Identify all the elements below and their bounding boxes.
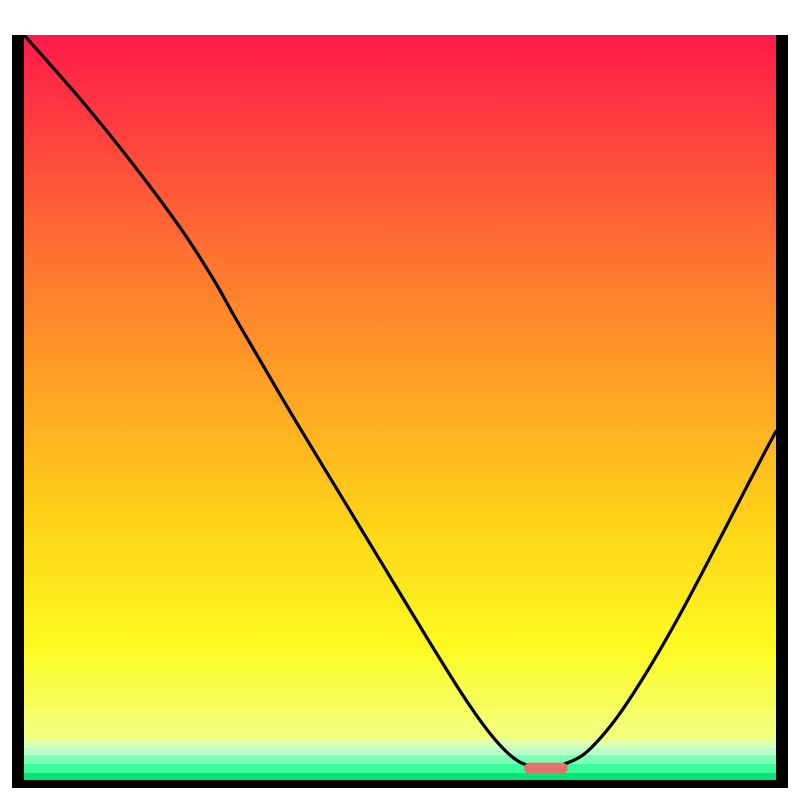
optimal-marker — [524, 763, 568, 774]
plot-border-left — [12, 35, 24, 788]
plot-area — [12, 35, 788, 788]
curve-path — [24, 35, 776, 767]
plot-border-bottom — [12, 780, 788, 788]
plot-border-right — [776, 35, 788, 788]
bottleneck-curve — [12, 35, 788, 788]
